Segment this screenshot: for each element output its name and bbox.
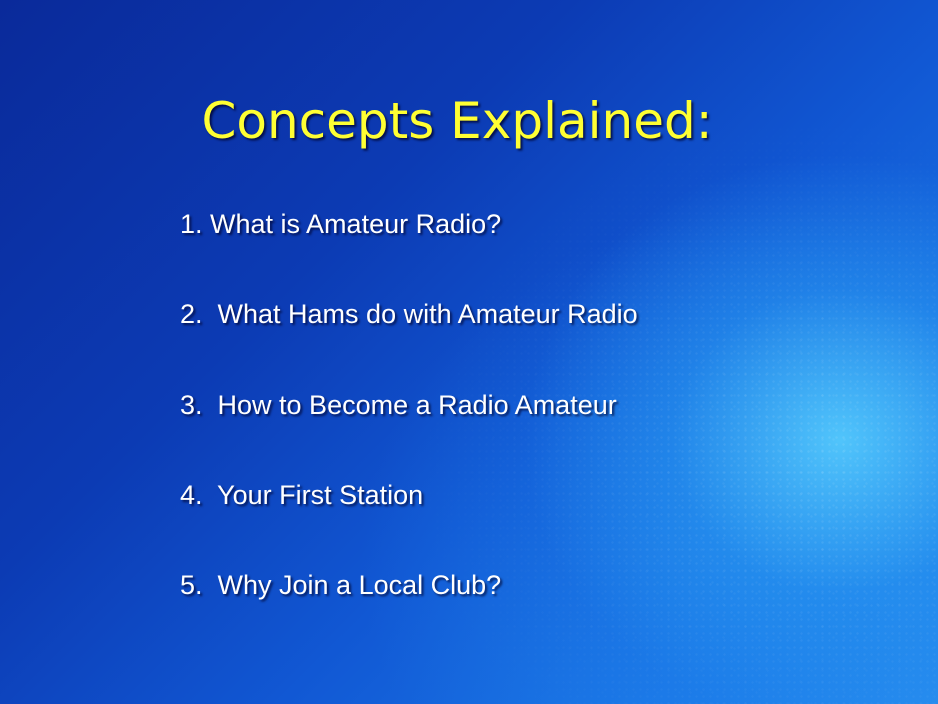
list-item: 3. How to Become a Radio Amateur — [180, 390, 617, 420]
list-item: 2. What Hams do with Amateur Radio — [180, 299, 638, 329]
slide-title: Concepts Explained: — [201, 92, 713, 150]
list-item: 1. What is Amateur Radio? — [180, 209, 502, 239]
list-item: 5. Why Join a Local Club? — [180, 570, 502, 600]
list-item: 4. Your First Station — [180, 480, 424, 510]
